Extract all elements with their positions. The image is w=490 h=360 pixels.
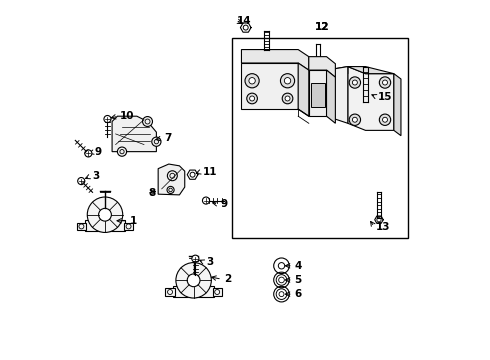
Circle shape: [78, 177, 85, 185]
Text: 12: 12: [315, 22, 330, 32]
Text: 13: 13: [376, 222, 391, 232]
Bar: [213, 288, 222, 296]
Text: 9: 9: [220, 199, 227, 209]
Text: 7: 7: [164, 133, 171, 143]
Text: 9: 9: [95, 147, 101, 157]
Circle shape: [280, 74, 294, 88]
Text: 12: 12: [315, 22, 330, 32]
Circle shape: [168, 171, 177, 181]
Bar: [124, 222, 133, 230]
Circle shape: [352, 80, 357, 85]
Polygon shape: [242, 50, 309, 70]
Circle shape: [167, 186, 174, 193]
Circle shape: [176, 262, 211, 298]
Circle shape: [349, 77, 361, 88]
Circle shape: [383, 80, 388, 85]
Text: 3: 3: [92, 171, 99, 181]
Bar: [173, 285, 214, 297]
Polygon shape: [326, 70, 335, 123]
Circle shape: [143, 117, 152, 126]
Polygon shape: [242, 63, 298, 109]
Polygon shape: [298, 63, 309, 116]
Text: 4: 4: [294, 261, 302, 271]
Circle shape: [192, 255, 199, 262]
Text: 15: 15: [378, 92, 392, 102]
Circle shape: [85, 150, 92, 157]
Circle shape: [383, 117, 388, 122]
Polygon shape: [326, 67, 348, 77]
Text: 8: 8: [148, 189, 156, 198]
Text: 11: 11: [202, 167, 217, 177]
Polygon shape: [309, 70, 326, 116]
Circle shape: [87, 197, 122, 233]
Bar: [85, 220, 125, 231]
Bar: [311, 82, 325, 107]
Circle shape: [352, 117, 357, 122]
Polygon shape: [326, 67, 348, 123]
Circle shape: [152, 137, 161, 146]
Circle shape: [349, 114, 361, 125]
Polygon shape: [394, 74, 401, 136]
Polygon shape: [348, 67, 394, 130]
Circle shape: [202, 197, 210, 204]
Polygon shape: [112, 116, 156, 152]
Circle shape: [104, 116, 111, 123]
Bar: [232, 38, 408, 238]
Circle shape: [98, 208, 111, 221]
Circle shape: [285, 96, 290, 101]
Circle shape: [247, 93, 257, 104]
Text: 5: 5: [294, 275, 302, 285]
Circle shape: [284, 77, 291, 84]
Circle shape: [282, 93, 293, 104]
Bar: [166, 288, 174, 296]
Text: 14: 14: [237, 15, 252, 26]
Polygon shape: [348, 67, 394, 74]
Circle shape: [379, 114, 391, 125]
Text: 3: 3: [206, 257, 213, 267]
Circle shape: [245, 74, 259, 88]
Circle shape: [118, 147, 126, 156]
Circle shape: [187, 274, 200, 287]
Text: 2: 2: [224, 274, 231, 284]
Polygon shape: [158, 164, 185, 195]
Text: 1: 1: [130, 216, 137, 226]
Circle shape: [379, 77, 391, 88]
Text: 10: 10: [120, 111, 135, 121]
Circle shape: [249, 77, 255, 84]
Circle shape: [249, 96, 255, 101]
Bar: [77, 222, 86, 230]
Text: 6: 6: [294, 289, 302, 299]
Polygon shape: [309, 57, 335, 77]
